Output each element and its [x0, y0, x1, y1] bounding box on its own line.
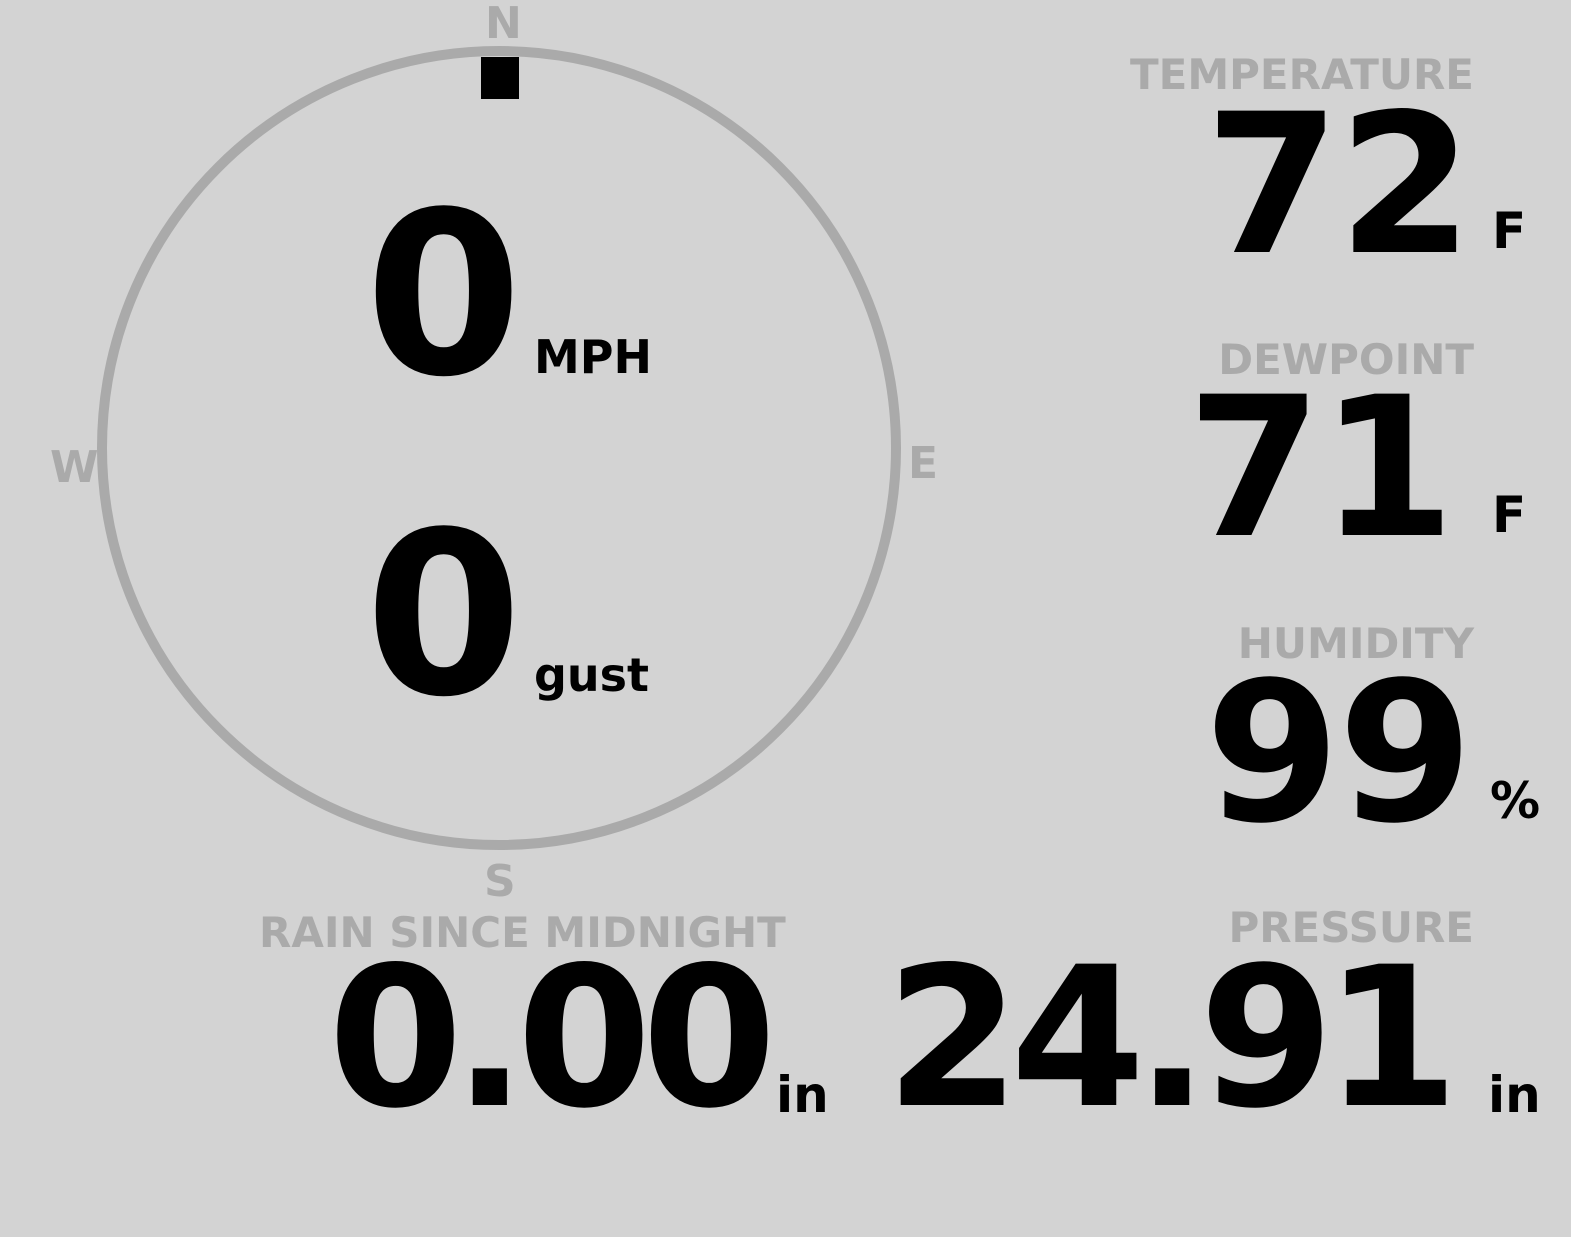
wind-speed-value: 0 — [365, 164, 522, 427]
dewpoint-value: 71 — [1187, 355, 1455, 581]
compass-west: W — [50, 442, 99, 493]
wind-direction-marker — [481, 57, 519, 99]
rain-label: RAIN SINCE MIDNIGHT — [259, 908, 786, 957]
compass-ring — [97, 46, 901, 850]
humidity-label: HUMIDITY — [1237, 619, 1474, 668]
pressure-label: PRESSURE — [1228, 903, 1474, 952]
humidity-unit: % — [1490, 772, 1541, 830]
dewpoint-label: DEWPOINT — [1218, 335, 1474, 384]
compass-east: E — [908, 438, 939, 489]
dewpoint-unit: F — [1492, 486, 1527, 544]
compass-north: N — [485, 0, 522, 49]
rain-value: 0.00 — [328, 925, 777, 1151]
temperature-label: TEMPERATURE — [1130, 50, 1474, 99]
temperature-unit: F — [1492, 202, 1527, 260]
wind-gust-value: 0 — [365, 484, 522, 747]
wind-speed-unit: MPH — [534, 330, 652, 384]
pressure-unit: in — [1488, 1066, 1541, 1124]
compass-south: S — [484, 856, 516, 907]
wind-gust-unit: gust — [534, 648, 650, 702]
temperature-value: 72 — [1205, 72, 1473, 298]
rain-unit: in — [776, 1066, 829, 1124]
humidity-value: 99 — [1205, 640, 1473, 866]
pressure-value: 24.91 — [885, 925, 1459, 1151]
